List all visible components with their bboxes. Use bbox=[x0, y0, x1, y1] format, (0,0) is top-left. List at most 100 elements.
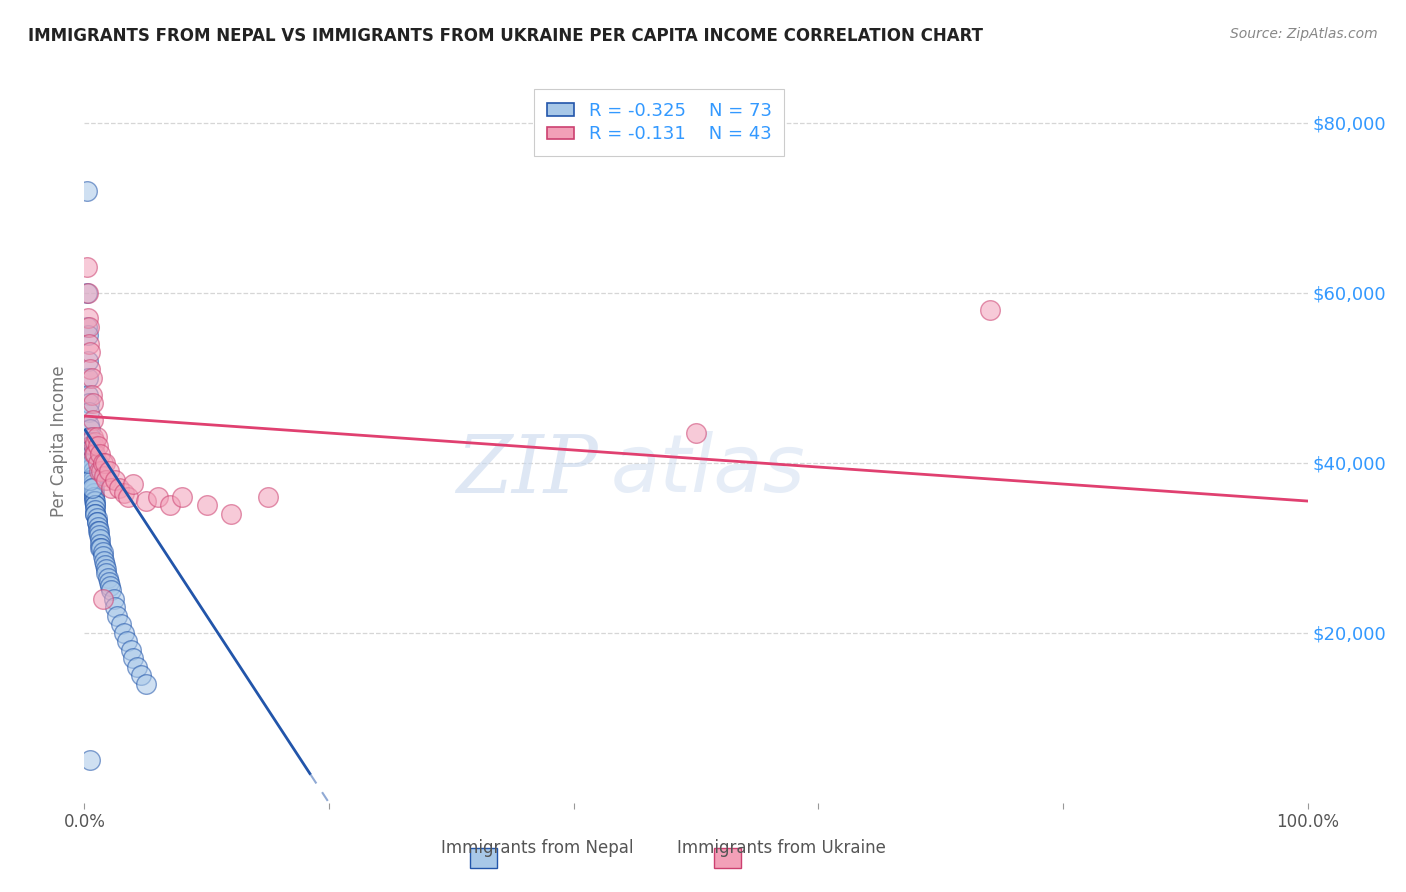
Point bbox=[83, 485, 105, 500]
Point bbox=[96, 562, 118, 576]
Point bbox=[82, 473, 104, 487]
Point bbox=[86, 516, 108, 530]
Point bbox=[83, 490, 105, 504]
Point bbox=[98, 579, 121, 593]
Point bbox=[84, 502, 107, 516]
Point bbox=[77, 405, 100, 419]
Point bbox=[135, 677, 157, 691]
Point bbox=[86, 511, 108, 525]
Point bbox=[84, 434, 107, 449]
Text: atlas: atlas bbox=[610, 432, 806, 509]
Point bbox=[89, 541, 111, 555]
Point bbox=[89, 533, 111, 547]
Point bbox=[80, 456, 103, 470]
Point bbox=[79, 345, 101, 359]
Point bbox=[77, 319, 100, 334]
Point bbox=[80, 481, 103, 495]
Point bbox=[77, 371, 100, 385]
Point bbox=[685, 425, 707, 440]
Point bbox=[77, 456, 100, 470]
Point bbox=[112, 485, 135, 500]
Point bbox=[97, 464, 120, 478]
Point bbox=[195, 498, 218, 512]
Point bbox=[76, 260, 98, 275]
Point bbox=[84, 498, 107, 512]
Point bbox=[87, 528, 110, 542]
Point bbox=[80, 447, 103, 461]
Point bbox=[122, 477, 145, 491]
Text: ZIP: ZIP bbox=[457, 432, 598, 509]
Point bbox=[77, 353, 100, 368]
Point bbox=[84, 507, 107, 521]
Point bbox=[76, 319, 98, 334]
Point bbox=[104, 600, 127, 615]
Point bbox=[97, 574, 120, 589]
Point bbox=[107, 481, 129, 495]
Point bbox=[82, 430, 104, 444]
Point bbox=[80, 460, 103, 475]
Point bbox=[122, 651, 145, 665]
Point bbox=[96, 566, 118, 581]
Point bbox=[117, 490, 139, 504]
FancyBboxPatch shape bbox=[470, 847, 496, 868]
Point bbox=[172, 490, 194, 504]
Point bbox=[87, 524, 110, 538]
Point bbox=[83, 494, 105, 508]
Point bbox=[159, 498, 181, 512]
Point bbox=[79, 362, 101, 376]
Point bbox=[79, 443, 101, 458]
Point bbox=[89, 536, 111, 550]
Point bbox=[104, 473, 127, 487]
Point bbox=[87, 439, 110, 453]
Point bbox=[93, 553, 115, 567]
Point bbox=[110, 617, 132, 632]
Text: Immigrants from Nepal: Immigrants from Nepal bbox=[440, 839, 633, 857]
Point bbox=[77, 417, 100, 432]
Point bbox=[79, 753, 101, 767]
Point bbox=[77, 396, 100, 410]
Point bbox=[82, 396, 104, 410]
Point bbox=[90, 541, 112, 555]
Point bbox=[80, 451, 103, 466]
Point bbox=[83, 490, 105, 504]
Text: Source: ZipAtlas.com: Source: ZipAtlas.com bbox=[1230, 27, 1378, 41]
Point bbox=[83, 481, 105, 495]
Point bbox=[120, 642, 142, 657]
Point bbox=[93, 468, 115, 483]
Point bbox=[87, 524, 110, 538]
Point bbox=[77, 328, 100, 343]
Point bbox=[79, 430, 101, 444]
Point bbox=[91, 545, 114, 559]
Point bbox=[82, 473, 104, 487]
Text: IMMIGRANTS FROM NEPAL VS IMMIGRANTS FROM UKRAINE PER CAPITA INCOME CORRELATION C: IMMIGRANTS FROM NEPAL VS IMMIGRANTS FROM… bbox=[28, 27, 983, 45]
Point bbox=[83, 447, 105, 461]
Point bbox=[979, 302, 1001, 317]
Point bbox=[97, 570, 120, 584]
Point bbox=[86, 430, 108, 444]
Point bbox=[82, 413, 104, 427]
Point bbox=[87, 456, 110, 470]
Point bbox=[103, 591, 125, 606]
Point bbox=[79, 473, 101, 487]
Point bbox=[89, 447, 111, 461]
Point bbox=[129, 668, 152, 682]
Point bbox=[219, 507, 242, 521]
Y-axis label: Per Capita Income: Per Capita Income bbox=[51, 366, 69, 517]
Point bbox=[146, 490, 169, 504]
Point bbox=[82, 464, 104, 478]
Point bbox=[96, 473, 118, 487]
FancyBboxPatch shape bbox=[714, 847, 741, 868]
Point bbox=[105, 608, 128, 623]
Point bbox=[91, 591, 114, 606]
Point bbox=[94, 558, 117, 572]
Point bbox=[84, 447, 107, 461]
Point bbox=[77, 336, 100, 351]
Point bbox=[77, 311, 100, 326]
Point bbox=[82, 481, 104, 495]
Text: Immigrants from Ukraine: Immigrants from Ukraine bbox=[678, 839, 886, 857]
Point bbox=[86, 516, 108, 530]
Point bbox=[77, 285, 100, 300]
Point bbox=[115, 634, 138, 648]
Point bbox=[112, 625, 135, 640]
Point bbox=[91, 456, 114, 470]
